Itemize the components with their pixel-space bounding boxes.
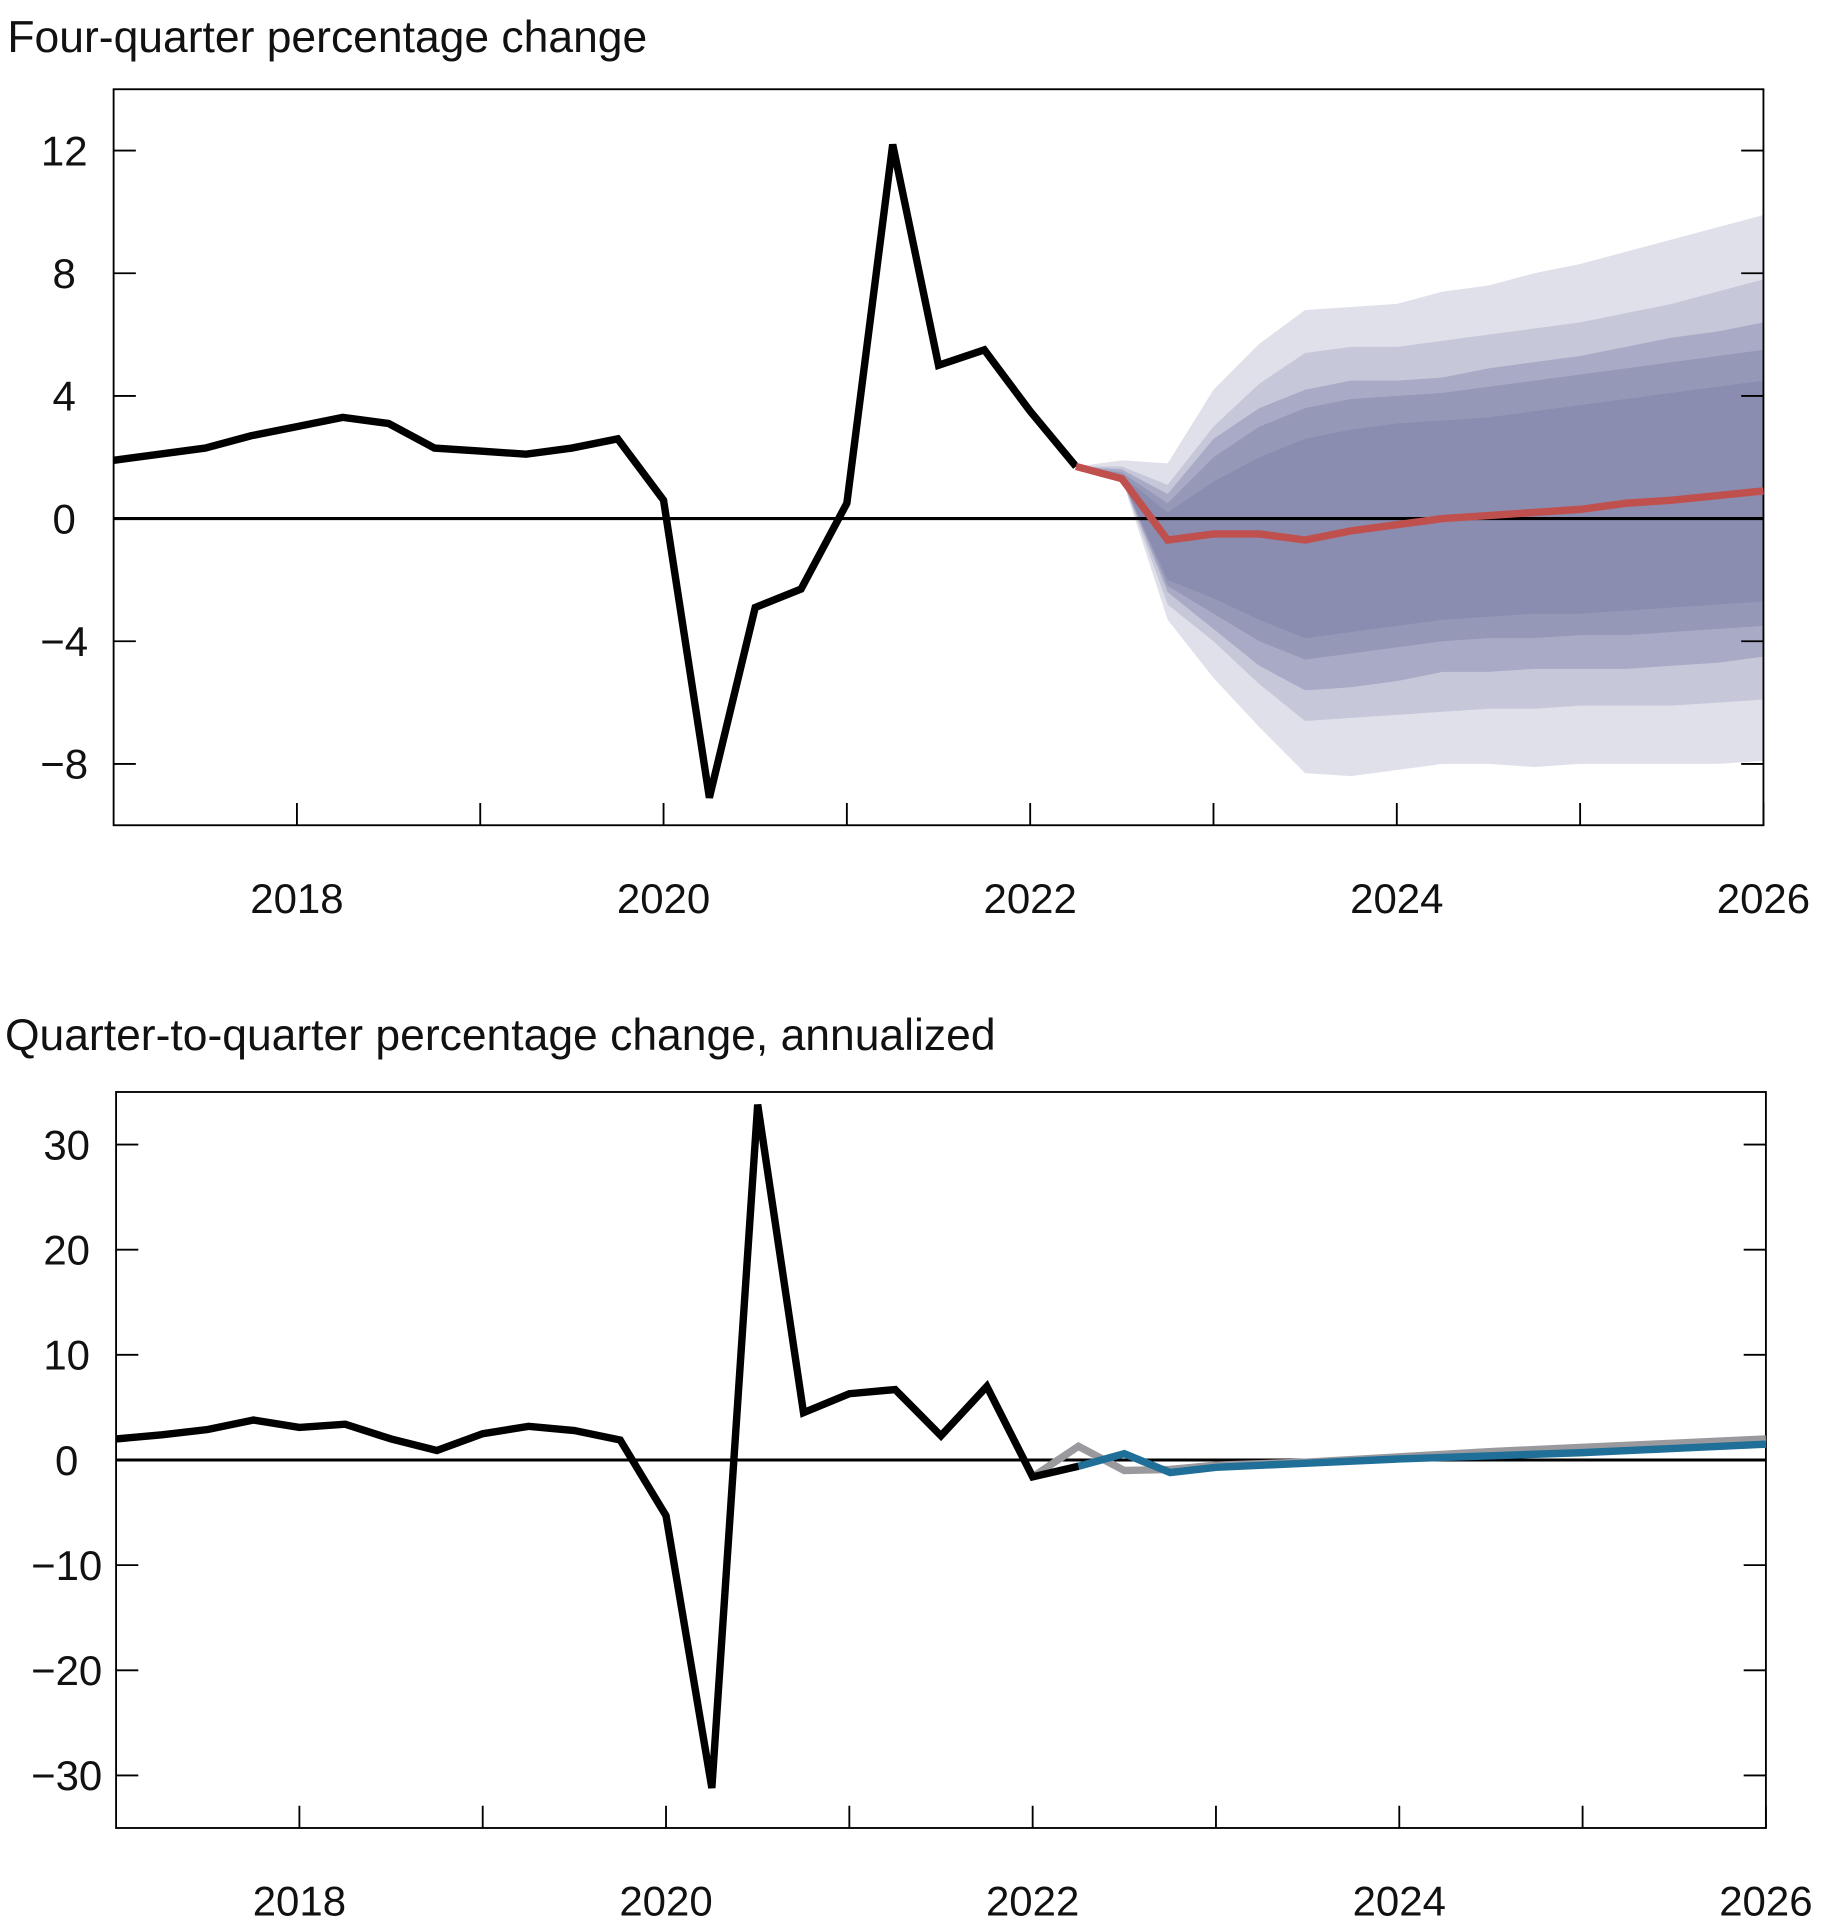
x-tick-label: 2024 xyxy=(1350,875,1443,922)
series-line-forecast xyxy=(1075,462,1764,545)
x-tick-label: 2018 xyxy=(250,875,343,922)
y-tick-label: −10 xyxy=(31,1542,102,1589)
y-tick-label: 20 xyxy=(43,1227,90,1274)
four-quarter-chart: Four-quarter percentage change 12 8 4 0 −4 −8… xyxy=(7,13,1810,922)
x-tick-label: 2020 xyxy=(617,875,710,922)
x-tick-label: 2026 xyxy=(1719,1878,1812,1916)
y-tick-label: 0 xyxy=(55,1437,78,1484)
y-tick-label: 12 xyxy=(41,127,88,174)
y-tick-label: 8 xyxy=(53,250,76,297)
series-line-history xyxy=(115,1104,1080,1789)
series-line-forecast xyxy=(1077,1440,1767,1477)
series-line-history xyxy=(113,143,1079,799)
y-tick-label: −8 xyxy=(40,741,88,788)
y-tick-label: 30 xyxy=(43,1121,90,1168)
x-tick-label: 2018 xyxy=(253,1878,346,1916)
y-tick-label: 0 xyxy=(53,495,76,542)
y-tick-label: 10 xyxy=(43,1332,90,1379)
quarter-to-quarter-chart: Quarter-to-quarter percentage change, an… xyxy=(5,1011,1813,1916)
chart-title: Four-quarter percentage change xyxy=(7,13,647,62)
chart-title: Quarter-to-quarter percentage change, an… xyxy=(5,1011,996,1060)
x-tick-label: 2022 xyxy=(986,1878,1079,1916)
y-tick-label: 4 xyxy=(53,373,76,420)
y-tick-label: −20 xyxy=(31,1647,102,1694)
x-tick-label: 2026 xyxy=(1717,875,1810,922)
x-tick-label: 2024 xyxy=(1353,1878,1446,1916)
x-tick-label: 2022 xyxy=(983,875,1076,922)
y-tick-label: −4 xyxy=(40,618,88,665)
x-tick-label: 2020 xyxy=(619,1878,712,1916)
y-tick-label: −30 xyxy=(31,1752,102,1799)
fan-band xyxy=(1076,380,1764,639)
